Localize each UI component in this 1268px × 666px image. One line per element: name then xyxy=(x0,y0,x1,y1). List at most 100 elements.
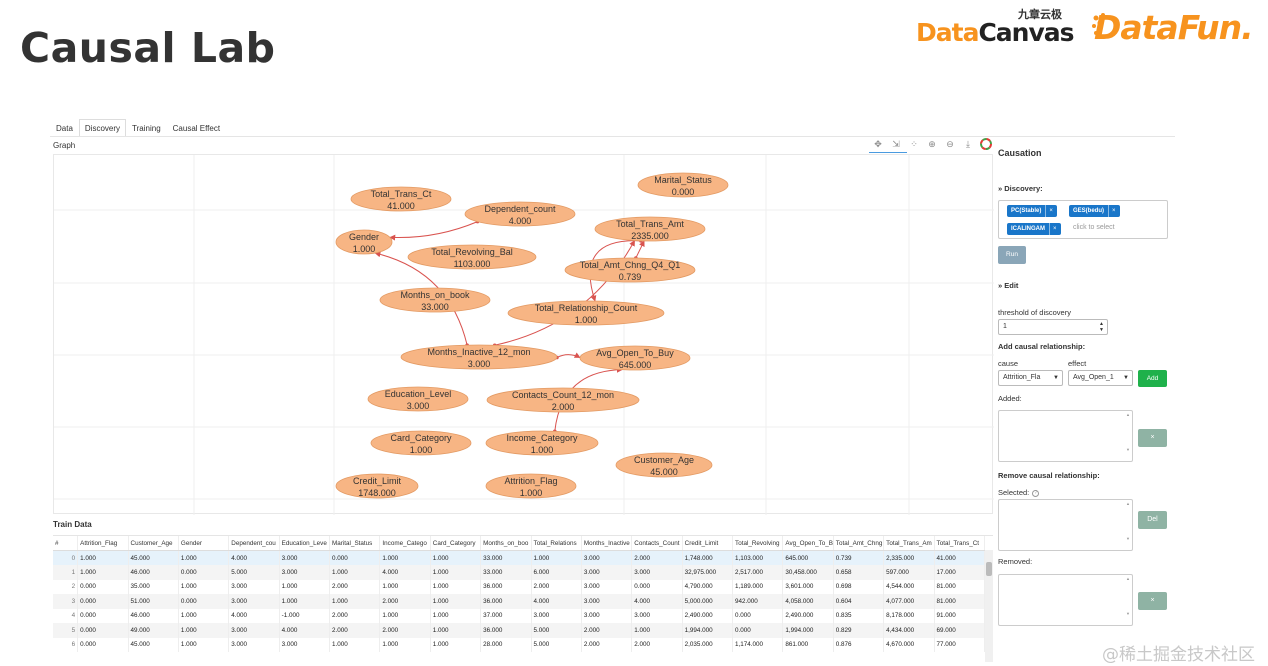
info-icon[interactable]: ? xyxy=(1032,489,1040,497)
node-ellipse[interactable] xyxy=(485,430,599,456)
column-header[interactable]: Attrition_Flag xyxy=(77,536,129,551)
node-total_trans_ct[interactable]: Total_Trans_Ct 41.000 xyxy=(350,186,452,212)
column-header[interactable]: Income_Catego xyxy=(379,536,431,551)
threshold-input[interactable]: 1 ▲ ▼ xyxy=(998,319,1108,335)
effect-select[interactable]: Avg_Open_1 ▼ xyxy=(1068,370,1133,386)
column-header[interactable]: Marital_Status xyxy=(329,536,381,551)
node-total_revolving_bal[interactable]: Total_Revolving_Bal 1103.000 xyxy=(407,244,537,270)
node-ellipse[interactable] xyxy=(486,387,640,413)
causal-graph[interactable]: Total_Trans_Ct 41.000 Dependent_count 4.000… xyxy=(53,154,994,515)
column-header[interactable]: Total_Trans_Ct xyxy=(934,536,986,551)
node-months_inactive[interactable]: Months_Inactive_12_mon 3.000 xyxy=(400,344,558,370)
table-row[interactable]: 3 0.000 51.000 0.000 3.000 1.000 1.000 2.000 1.0… xyxy=(53,594,986,609)
removed-list[interactable]: ▲ ▼ xyxy=(998,574,1133,626)
node-ellipse[interactable] xyxy=(615,452,713,478)
node-ellipse[interactable] xyxy=(335,473,419,499)
edge-total_amt_chng-to-total_trans_amt[interactable] xyxy=(635,240,645,259)
tab-causal-effect[interactable]: Causal Effect xyxy=(172,124,221,133)
column-header[interactable]: Card_Category xyxy=(430,536,482,551)
select-placeholder[interactable]: click to select xyxy=(1073,224,1115,231)
node-total_trans_amt[interactable]: Total_Trans_Amt 2335.000 xyxy=(594,216,706,242)
table-scrollbar[interactable] xyxy=(985,550,993,662)
node-attrition_flag[interactable]: Attrition_Flag 1.000 xyxy=(485,473,577,499)
edge-income_category-to-avg_open_to_buy[interactable] xyxy=(554,366,623,432)
table-scrollbar-thumb[interactable] xyxy=(986,562,992,576)
zoom-out-icon[interactable]: ⊖ xyxy=(946,139,954,149)
resize-handle-icon[interactable]: ▲ ▼ xyxy=(1126,576,1130,616)
node-marital_status[interactable]: Marital_Status 0.000 xyxy=(637,172,729,198)
node-gender[interactable]: Gender 1.000 xyxy=(335,229,393,255)
cause-select[interactable]: Attrition_Fla ▼ xyxy=(998,370,1063,386)
node-education_level[interactable]: Education_Level 3.000 xyxy=(367,386,469,412)
edge-months_inactive-to-avg_open_to_buy[interactable] xyxy=(556,352,581,359)
algorithm-chip-pc[interactable]: PC(Stable) × xyxy=(1007,205,1057,217)
column-header[interactable]: Total_Trans_Am xyxy=(883,536,935,551)
node-avg_open_to_buy[interactable]: Avg_Open_To_Buy 645.000 xyxy=(579,345,691,371)
node-dependent_count[interactable]: Dependent_count 4.000 xyxy=(464,201,576,227)
chip-remove-icon[interactable]: × xyxy=(1049,223,1057,235)
node-ellipse[interactable] xyxy=(335,229,393,255)
spinner-arrows-icon[interactable]: ▲ ▼ xyxy=(1099,321,1104,333)
resize-handle-icon[interactable]: ▲ ▼ xyxy=(1126,412,1130,452)
add-button[interactable]: Add xyxy=(1138,370,1167,387)
node-ellipse[interactable] xyxy=(564,257,696,283)
node-ellipse[interactable] xyxy=(350,186,452,212)
column-header[interactable]: Dependent_cou xyxy=(228,536,280,551)
node-ellipse[interactable] xyxy=(464,201,576,227)
zoom-in-icon[interactable]: ⊕ xyxy=(928,139,936,149)
remove-added-button[interactable]: × xyxy=(1138,429,1167,447)
node-ellipse[interactable] xyxy=(637,172,729,198)
download-icon[interactable]: ⤓ xyxy=(966,139,970,149)
tab-training[interactable]: Training xyxy=(132,124,161,133)
chevron-down-icon[interactable]: ▼ xyxy=(1053,375,1059,381)
selected-list[interactable]: ▲ ▼ xyxy=(998,499,1133,551)
algorithm-multiselect[interactable]: PC(Stable) × GES(bedu) × ICALINGAM × click … xyxy=(998,200,1168,239)
column-header[interactable]: Contacts_Count xyxy=(631,536,683,551)
train-data-table[interactable]: # Attrition_Flag Customer_Age Gender Depende… xyxy=(53,535,993,663)
node-credit_limit[interactable]: Credit_Limit 1748.000 xyxy=(335,473,419,499)
added-list[interactable]: ▲ ▼ xyxy=(998,410,1133,462)
edge-dependent_count-to-gender[interactable] xyxy=(389,221,478,241)
algorithm-chip-icalingam[interactable]: ICALINGAM × xyxy=(1007,223,1061,235)
column-header[interactable]: Education_Leve xyxy=(279,536,331,551)
algorithm-chip-ges[interactable]: GES(bedu) × xyxy=(1069,205,1120,217)
causal-graph-canvas[interactable]: Total_Trans_Ct 41.000 Dependent_count 4.000… xyxy=(54,155,994,515)
node-total_amt_chng[interactable]: Total_Amt_Chng_Q4_Q1 0.739 xyxy=(564,257,696,283)
node-months_on_book[interactable]: Months_on_book 33.000 xyxy=(379,287,491,313)
edge-months_inactive-to-gender[interactable] xyxy=(374,251,468,346)
node-ellipse[interactable] xyxy=(367,386,469,412)
resize-handle-icon[interactable]: ▲ ▼ xyxy=(1126,501,1130,541)
table-row[interactable]: 2 0.000 35.000 1.000 3.000 1.000 2.000 1.000 1.0… xyxy=(53,579,986,594)
column-header[interactable]: Total_Relations xyxy=(531,536,582,551)
layout-icon[interactable]: ⁘ xyxy=(910,139,918,149)
node-ellipse[interactable] xyxy=(400,344,558,370)
column-header[interactable]: Months_on_boo xyxy=(480,536,532,551)
node-ellipse[interactable] xyxy=(485,473,577,499)
node-contacts_count[interactable]: Contacts_Count_12_mon 2.000 xyxy=(486,387,640,413)
column-header[interactable]: Gender xyxy=(178,536,230,551)
node-ellipse[interactable] xyxy=(379,287,491,313)
node-customer_age[interactable]: Customer_Age 45.000 xyxy=(615,452,713,478)
table-row[interactable]: 1 1.000 46.000 0.000 5.000 3.000 1.000 4.000 1.0… xyxy=(53,565,986,580)
table-row[interactable]: 6 0.000 45.000 1.000 3.000 3.000 1.000 1.000 1.0… xyxy=(53,637,986,652)
column-header[interactable]: Months_Inactive xyxy=(581,536,633,551)
column-header[interactable]: Customer_Age xyxy=(128,536,179,551)
move-icon[interactable]: ✥ xyxy=(874,139,882,149)
node-ellipse[interactable] xyxy=(507,300,665,326)
table-row[interactable]: 5 0.000 49.000 1.000 3.000 4.000 2.000 2.000 1.0… xyxy=(53,623,986,638)
edge-total_trans_amt-to-total_relationship_count[interactable] xyxy=(589,240,642,302)
column-header[interactable]: Avg_Open_To_B xyxy=(782,536,834,551)
run-button[interactable]: Run xyxy=(998,246,1026,264)
chip-remove-icon[interactable]: × xyxy=(1108,205,1116,217)
node-ellipse[interactable] xyxy=(594,216,706,242)
color-wheel-icon[interactable] xyxy=(980,138,992,150)
node-income_category[interactable]: Income_Category 1.000 xyxy=(485,430,599,456)
column-header[interactable]: # xyxy=(53,536,79,551)
select-icon[interactable]: ⇲ xyxy=(892,139,900,149)
column-header[interactable]: Total_Amt_Chng xyxy=(833,536,885,551)
table-row[interactable]: 4 0.000 46.000 1.000 4.000 -1.000 2.000 1.000 1.… xyxy=(53,608,986,623)
chip-remove-icon[interactable]: × xyxy=(1045,205,1053,217)
node-ellipse[interactable] xyxy=(370,430,472,456)
node-total_relationship_count[interactable]: Total_Relationship_Count 1.000 xyxy=(507,300,665,326)
column-header[interactable]: Credit_Limit xyxy=(682,536,734,551)
